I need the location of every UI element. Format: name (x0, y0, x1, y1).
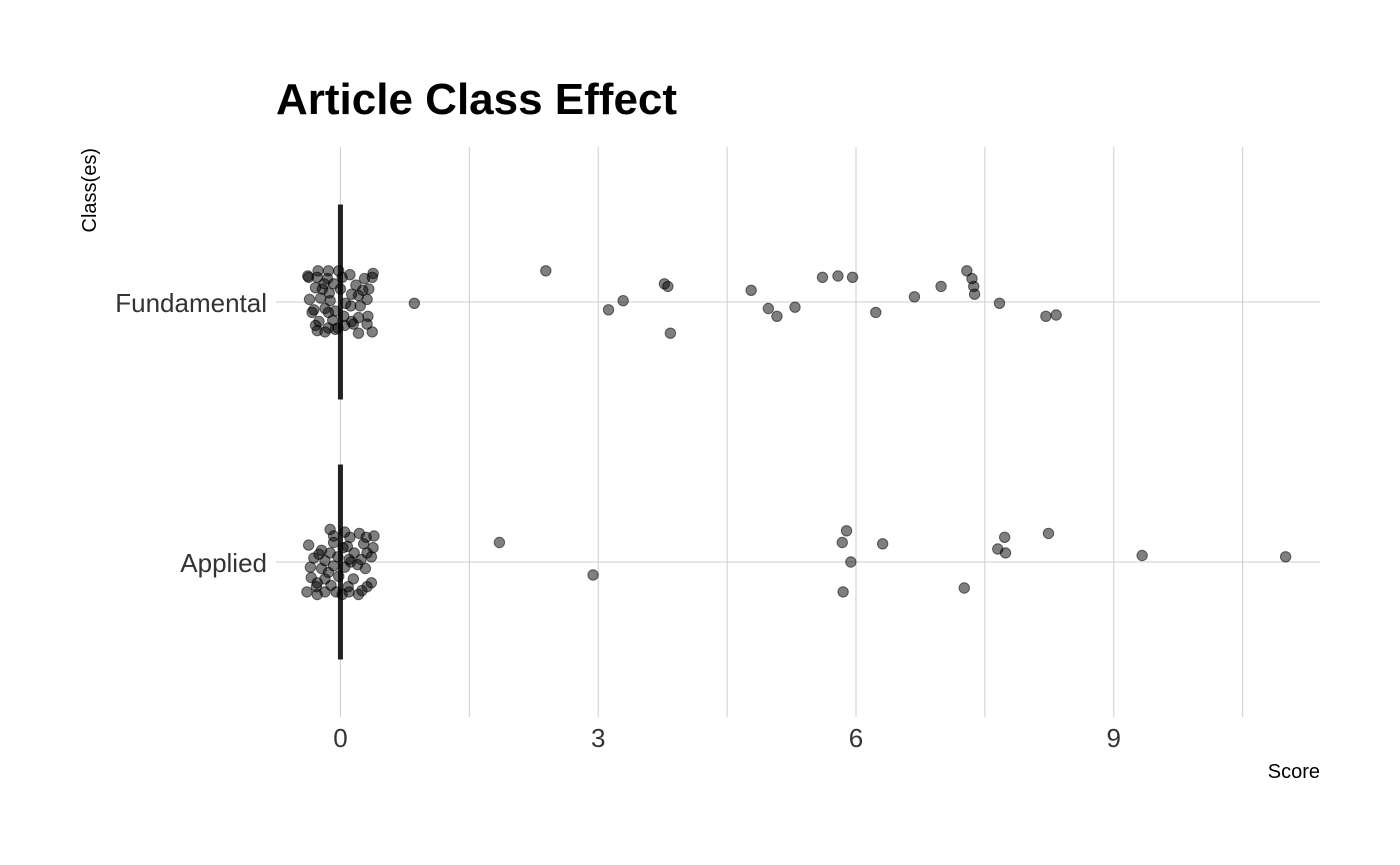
data-point-applied (845, 556, 857, 568)
data-point-fundamental (345, 288, 358, 300)
data-point-applied (345, 556, 357, 568)
data-point-fundamental (762, 302, 775, 315)
data-point-fundamental (334, 283, 347, 295)
data-point-fundamental (1050, 309, 1062, 321)
gridlines (276, 147, 1320, 717)
data-point-fundamental (361, 318, 373, 330)
y-tick-label: Applied (180, 548, 267, 578)
data-point-applied (301, 586, 313, 598)
x-tick-label: 6 (849, 723, 863, 753)
data-point-fundamental (745, 284, 757, 296)
y-tick-label: Fundamental (115, 288, 267, 318)
data-point-applied (1136, 549, 1148, 562)
data-point-fundamental (354, 300, 366, 312)
data-point-applied (837, 586, 849, 598)
data-point-applied (1279, 551, 1292, 563)
data-point-fundamental (352, 327, 365, 339)
data-point-fundamental (968, 288, 981, 300)
data-point-applied (999, 547, 1012, 559)
data-point-fundamental (316, 283, 329, 295)
data-point-fundamental (789, 301, 801, 313)
x-axis-title: Score (1268, 761, 1320, 783)
data-point-applied (302, 539, 315, 551)
data-point-fundamental (345, 300, 357, 312)
data-point-fundamental (336, 271, 348, 283)
data-point-fundamental (935, 280, 947, 293)
data-point-applied (327, 536, 340, 549)
data-point-fundamental (329, 323, 341, 335)
x-tick-label: 0 (333, 723, 347, 753)
data-point-applied (365, 551, 378, 563)
data-point-fundamental (324, 295, 336, 307)
data-point-fundamental (846, 271, 859, 283)
data-point-applied (352, 588, 365, 601)
data-point-fundamental (366, 271, 378, 283)
data-point-fundamental (361, 293, 373, 306)
data-point-applied (332, 551, 344, 563)
data-point-fundamental (314, 292, 327, 304)
data-point-applied (840, 525, 853, 537)
x-tick-label: 9 (1107, 723, 1121, 753)
data-point-applied (836, 536, 848, 549)
y-axis-title: Class(es) (79, 148, 101, 232)
data-point-fundamental (602, 304, 615, 316)
data-point-fundamental (366, 326, 378, 338)
data-point-applied (958, 582, 970, 594)
data-point-fundamental (832, 270, 844, 282)
data-point-applied (347, 573, 360, 585)
data-point-fundamental (870, 306, 882, 319)
data-point-applied (587, 569, 599, 581)
data-point-applied (322, 566, 335, 579)
data-point-applied (304, 561, 317, 573)
data-point-fundamental (302, 270, 314, 282)
data-point-fundamental (319, 326, 331, 338)
data-point-fundamental (664, 327, 677, 339)
data-point-applied (337, 542, 349, 554)
data-point-fundamental (771, 310, 783, 322)
data-point-applied (333, 570, 345, 582)
data-point-fundamental (993, 297, 1006, 309)
data-point-fundamental (303, 293, 316, 306)
data-point-fundamental (306, 306, 318, 319)
chart-title: Article Class Effect (276, 75, 677, 124)
data-point-fundamental (339, 319, 351, 332)
data-point-applied (336, 588, 348, 601)
data-point-applied (359, 562, 372, 575)
y-axis-ticks: Fundamental Applied (115, 288, 267, 578)
data-points (301, 265, 1292, 601)
data-point-fundamental (408, 297, 421, 309)
data-point-applied (876, 538, 889, 550)
data-point-fundamental (540, 265, 552, 277)
x-axis-ticks: 0 3 6 9 (333, 723, 1121, 753)
data-point-fundamental (1040, 310, 1052, 322)
data-point-applied (311, 588, 323, 601)
data-point-fundamental (617, 295, 629, 307)
data-point-fundamental (816, 271, 829, 283)
data-point-applied (493, 536, 506, 549)
data-point-fundamental (908, 291, 921, 303)
data-point-fundamental (662, 280, 674, 293)
x-tick-label: 3 (591, 723, 605, 753)
data-point-applied (1042, 527, 1055, 540)
data-point-fundamental (961, 265, 973, 277)
data-point-applied (998, 531, 1011, 543)
